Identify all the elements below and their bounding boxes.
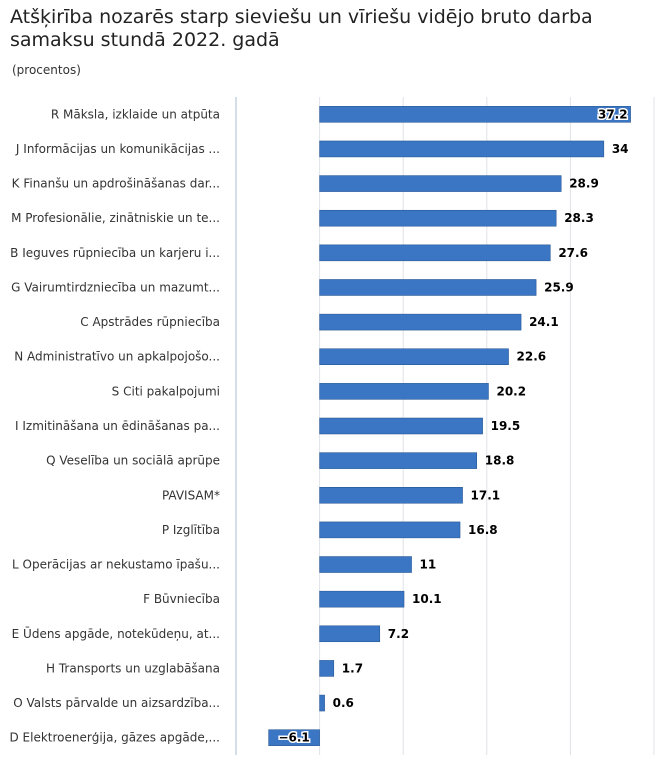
data-label: 24.1 xyxy=(529,315,559,329)
bar xyxy=(319,487,463,504)
category-label: O Valsts pārvalde un aizsardzība... xyxy=(13,696,220,710)
category-label: D Elektroenerģija, gāzes apgāde,... xyxy=(9,731,220,745)
bar xyxy=(319,279,537,296)
category-label: C Apstrādes rūpniecība xyxy=(80,315,220,329)
category-label: PAVISAM* xyxy=(162,488,220,502)
category-label: G Vairumtirdzniecība un mazumt... xyxy=(11,280,220,294)
data-label: 34 xyxy=(612,142,629,156)
category-label: Q Veselība un sociālā aprūpe xyxy=(46,454,220,468)
data-label: 37.2 xyxy=(598,107,628,121)
category-label: K Finanšu un apdrošināšanas dar... xyxy=(12,177,220,191)
bar xyxy=(319,106,631,123)
category-label: R Māksla, izklaide un atpūta xyxy=(51,107,220,121)
category-label: P Izglītība xyxy=(162,523,220,537)
data-label: 20.2 xyxy=(496,384,526,398)
data-label: 7.2 xyxy=(388,627,409,641)
bar xyxy=(319,521,461,539)
bar xyxy=(319,556,412,573)
data-label: 18.8 xyxy=(485,454,515,468)
bar xyxy=(268,729,320,746)
bar xyxy=(319,383,489,400)
data-label: 17.1 xyxy=(471,488,501,502)
data-label: 28.3 xyxy=(564,211,594,225)
chart-title: Atšķirība nozarēs starp sieviešu un vīri… xyxy=(10,6,593,51)
bar xyxy=(319,209,557,227)
bar xyxy=(319,244,551,262)
data-label: 28.9 xyxy=(569,177,599,191)
bar xyxy=(319,313,522,331)
bar xyxy=(319,694,325,712)
data-label: 16.8 xyxy=(468,523,498,537)
data-label: 10.1 xyxy=(412,592,442,606)
category-label: I Izmitināšana un ēdināšanas pa... xyxy=(15,419,220,433)
bar xyxy=(319,140,605,158)
bar xyxy=(319,175,562,192)
bar xyxy=(319,590,405,608)
data-label: 22.6 xyxy=(517,350,547,364)
category-label: H Transports un uzglabāšana xyxy=(46,661,220,675)
category-label: J Informācijas un komunikācijas ... xyxy=(15,142,220,156)
data-label: −6.1 xyxy=(278,731,309,745)
data-label: 1.7 xyxy=(342,661,363,675)
data-label: 11 xyxy=(420,558,437,572)
category-label: M Profesionālie, zinātniskie un te... xyxy=(11,211,220,225)
chart-subtitle: (procentos) xyxy=(12,63,81,77)
bar xyxy=(319,417,483,435)
bar xyxy=(319,660,335,677)
category-label: N Administratīvo un apkalpojošo... xyxy=(14,350,220,364)
category-label: L Operācijas ar nekustamo īpašu... xyxy=(12,558,220,572)
category-label: S Citi pakalpojumi xyxy=(112,384,220,398)
data-label: 19.5 xyxy=(491,419,521,433)
data-label: 27.6 xyxy=(558,246,588,260)
data-label: 25.9 xyxy=(544,280,574,294)
category-label: B Ieguves rūpniecība un karjeru i... xyxy=(10,246,220,260)
category-label: E Ūdens apgāde, notekūdeņu, at... xyxy=(12,627,220,641)
bar xyxy=(319,625,381,643)
category-label: F Būvniecība xyxy=(143,592,220,606)
bar xyxy=(319,348,509,365)
bar xyxy=(319,452,478,469)
data-label: 0.6 xyxy=(333,696,354,710)
